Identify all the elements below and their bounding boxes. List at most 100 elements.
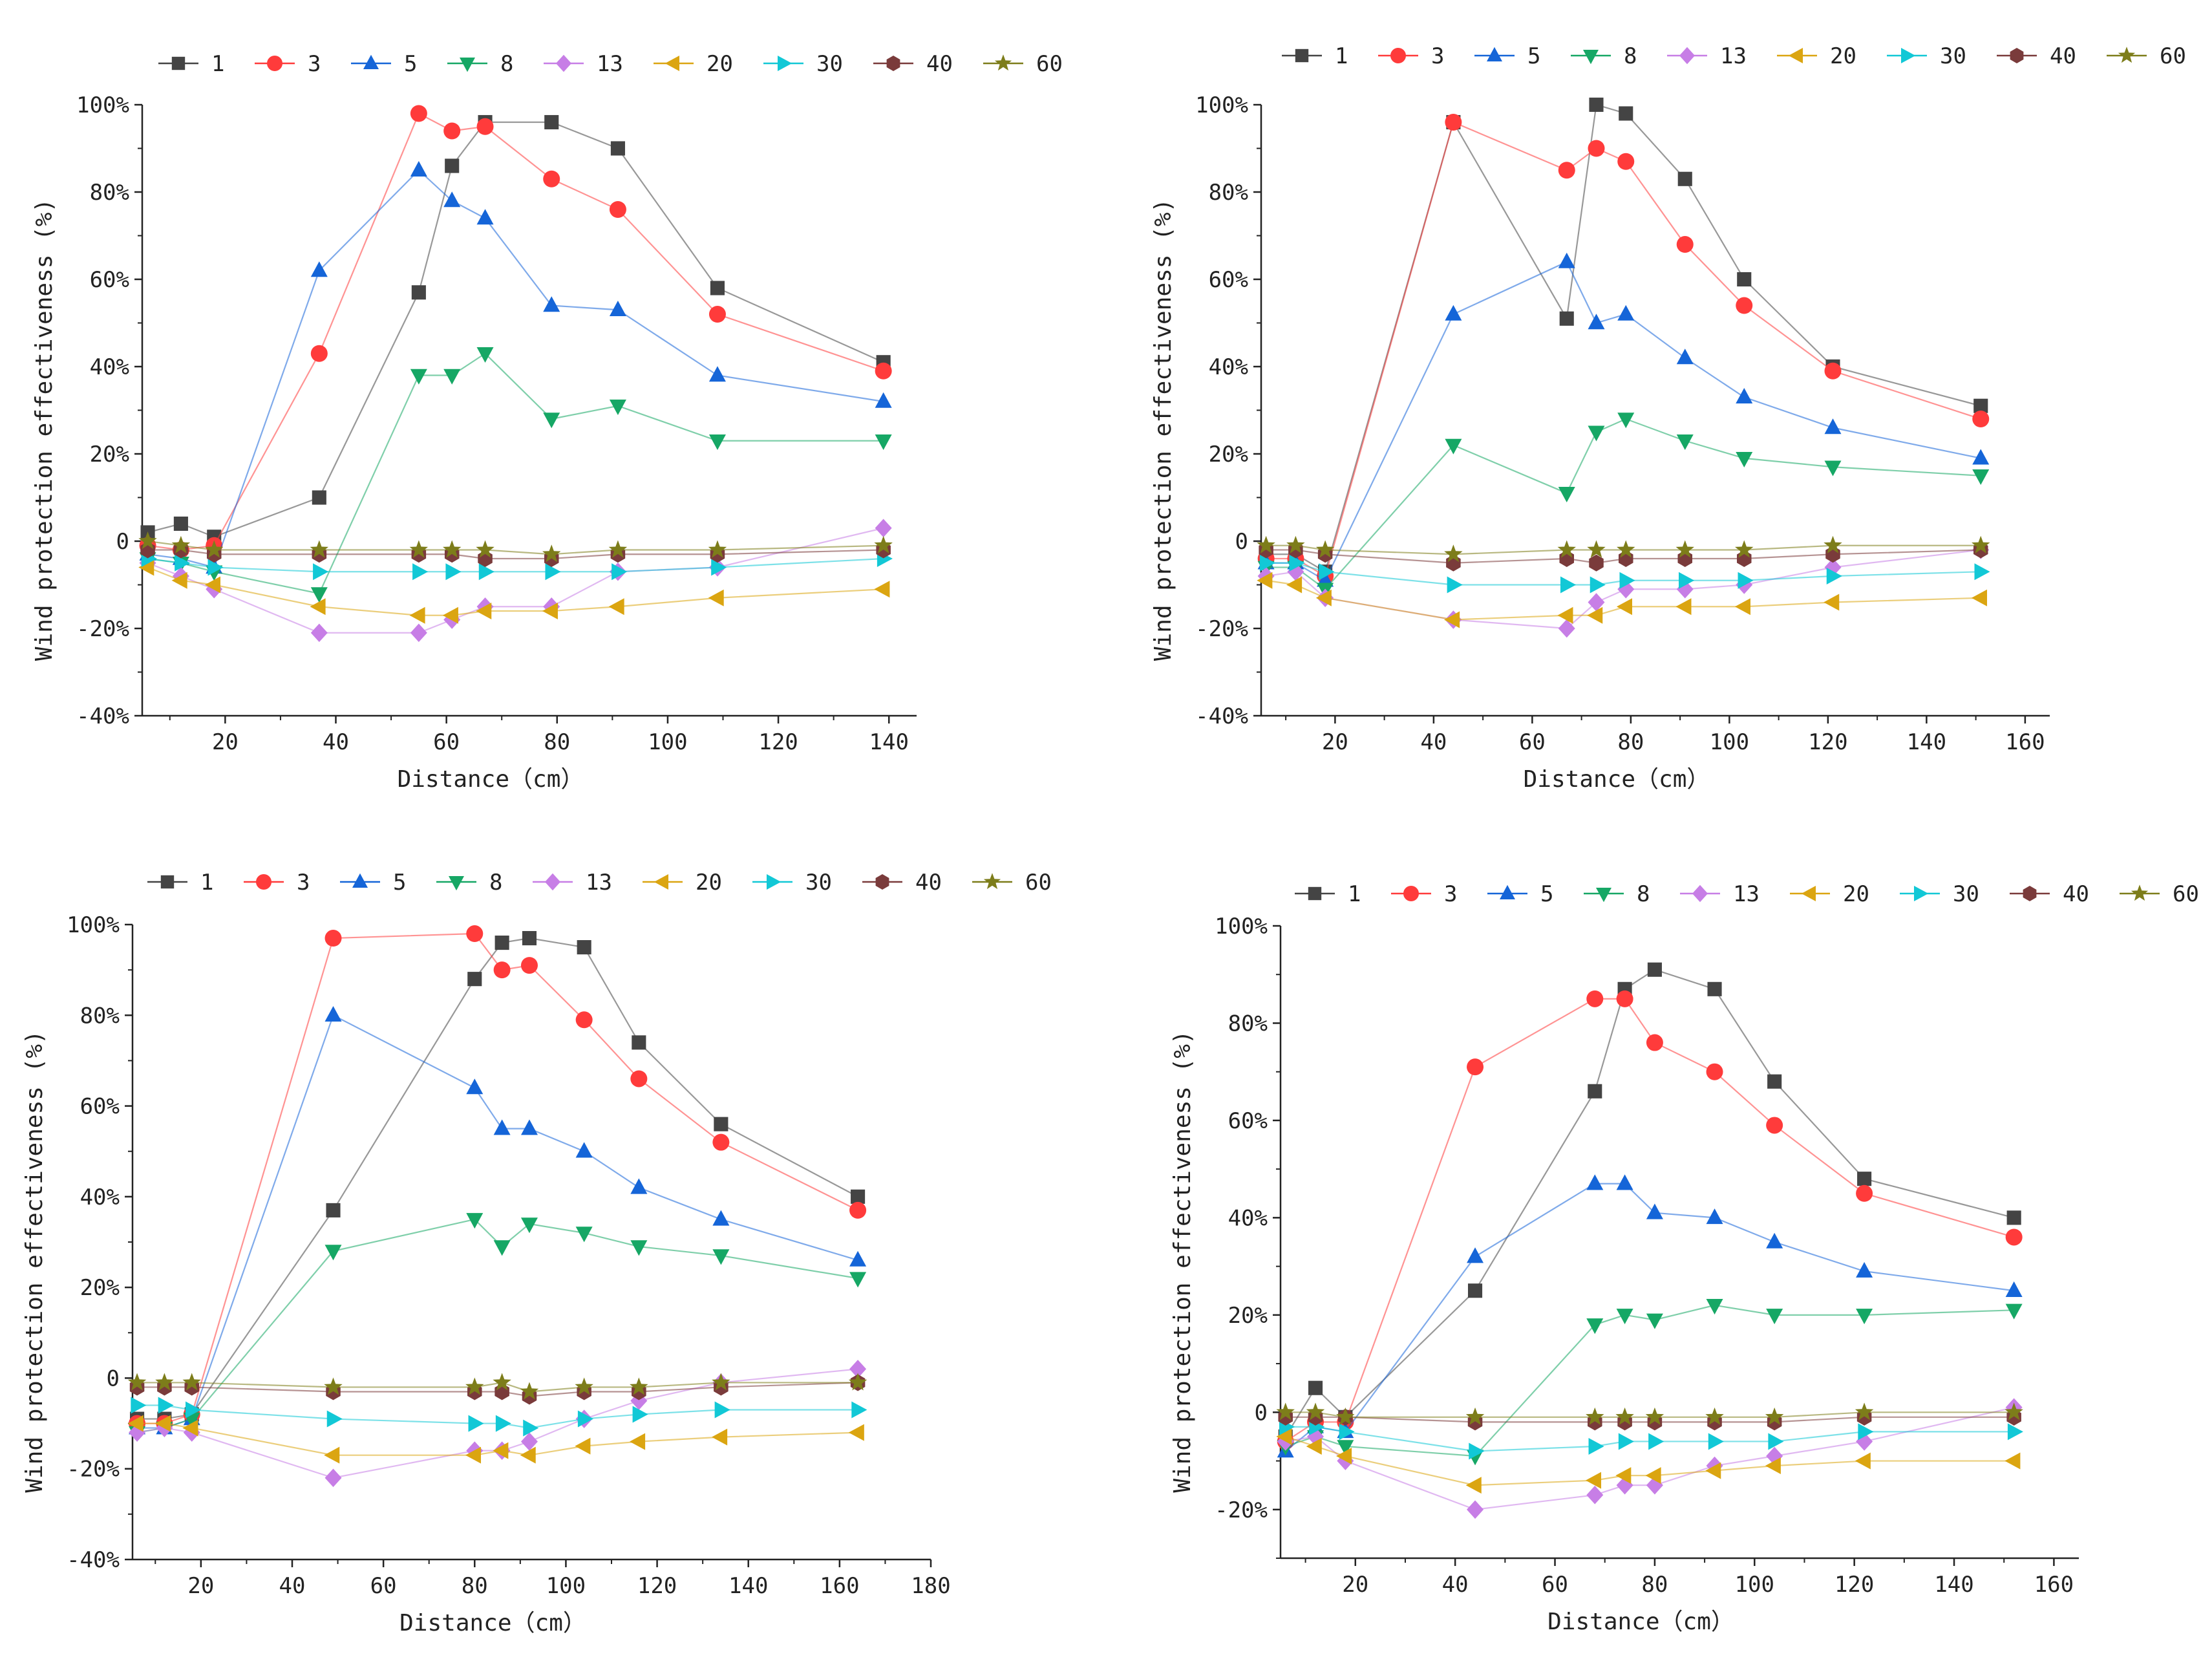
data-point (1824, 558, 1842, 577)
data-point (493, 961, 511, 979)
data-point (1736, 452, 1753, 468)
data-point (1306, 1437, 1322, 1455)
data-point (577, 940, 591, 955)
data-point (1737, 272, 1752, 287)
data-point (1587, 606, 1603, 624)
data-point (204, 576, 220, 594)
x-tick-label: 160 (2005, 729, 2045, 755)
data-point (409, 540, 429, 558)
data-point (849, 1201, 867, 1219)
data-point (495, 1415, 511, 1432)
data-point (575, 1227, 593, 1243)
data-point (1616, 1174, 1633, 1190)
data-point (575, 1377, 593, 1395)
data-point (175, 554, 191, 572)
data-point (1766, 1309, 1783, 1325)
data-point (466, 1078, 484, 1095)
legend-label: 30 (1940, 43, 1966, 69)
series-40 (140, 541, 891, 567)
legend-item-1: 1 (147, 870, 213, 895)
y-tick-label: -20% (1195, 616, 1248, 642)
data-point (493, 1240, 511, 1256)
legend-label: 60 (1025, 870, 1052, 895)
legend-label: 40 (926, 51, 953, 77)
data-point (2005, 1303, 2023, 1320)
y-tick-label: 80% (90, 180, 129, 206)
data-point (545, 563, 561, 581)
legend-item-1: 1 (158, 51, 224, 77)
series-8 (1257, 413, 1990, 599)
data-point (1315, 540, 1335, 558)
x-tick-label: 60 (370, 1573, 397, 1599)
data-point (630, 1377, 648, 1395)
legend-label: 8 (1624, 43, 1637, 69)
data-point (1646, 1203, 1663, 1219)
legend-label: 30 (1953, 881, 1979, 907)
data-point (630, 1070, 648, 1088)
series-60 (127, 1373, 867, 1400)
data-point (543, 170, 560, 188)
legend-item-13: 13 (544, 51, 623, 77)
legend: 1 3 5 8 13 20 30 40 60 (1282, 43, 2186, 69)
legend-label: 3 (1444, 881, 1457, 907)
data-point (1972, 411, 1990, 427)
legend-label: 40 (2050, 43, 2076, 69)
series-3 (1277, 990, 2023, 1450)
legend-item-13: 13 (533, 870, 612, 895)
y-tick-label: 40% (90, 354, 129, 380)
data-point (465, 1446, 482, 1464)
legend-label: 3 (297, 870, 310, 895)
series-13 (139, 519, 892, 643)
legend-item-3: 3 (244, 870, 310, 895)
data-point (2005, 1402, 2023, 1420)
series-3 (1257, 114, 1990, 584)
data-point (324, 1005, 342, 1022)
legend-marker (875, 874, 889, 890)
data-point (155, 1373, 174, 1391)
data-point (1645, 1467, 1661, 1484)
legend-item-60: 60 (2107, 43, 2186, 69)
legend-item-5: 5 (1487, 881, 1553, 907)
data-point (1676, 348, 1694, 365)
legend-item-20: 20 (1777, 43, 1856, 69)
legend-item-40: 40 (2010, 881, 2089, 907)
data-point (1319, 563, 1335, 581)
data-point (1856, 1184, 1873, 1202)
legend-item-60: 60 (983, 51, 1063, 77)
data-point (575, 1011, 593, 1029)
legend-item-13: 13 (1680, 881, 1760, 907)
series-30 (1259, 554, 1990, 594)
x-tick-label: 100 (1710, 729, 1749, 755)
data-point (1588, 1084, 1602, 1098)
data-point (1676, 236, 1694, 253)
data-point (1768, 1433, 1784, 1450)
x-tick-label: 120 (1808, 729, 1847, 755)
x-tick-label: 120 (758, 729, 798, 755)
data-point (1648, 1433, 1664, 1450)
series-line (137, 1014, 858, 1429)
legend-marker (1914, 886, 1929, 901)
data-point (875, 362, 892, 380)
data-point (1973, 398, 1988, 413)
data-point (1588, 314, 1605, 330)
legend-marker (1308, 886, 1322, 901)
data-point (1767, 1074, 1782, 1089)
x-axis-label: Distance（cm） (399, 1610, 586, 1636)
legend-item-5: 5 (351, 51, 417, 77)
data-point (127, 1373, 147, 1391)
legend-item-8: 8 (436, 870, 502, 895)
x-tick-label: 120 (1834, 1572, 1874, 1598)
data-point (1647, 962, 1662, 977)
data-point (182, 1419, 198, 1437)
legend-marker (1788, 48, 1803, 63)
data-point (310, 623, 328, 643)
data-point (520, 1119, 538, 1135)
data-point (310, 540, 329, 558)
data-point (1585, 1472, 1602, 1489)
y-tick-label: 80% (1209, 180, 1248, 206)
data-point (324, 1446, 340, 1464)
data-point (1618, 1433, 1634, 1450)
data-point (411, 285, 426, 300)
legend-marker (449, 876, 464, 891)
y-tick-label: 40% (80, 1184, 120, 1210)
